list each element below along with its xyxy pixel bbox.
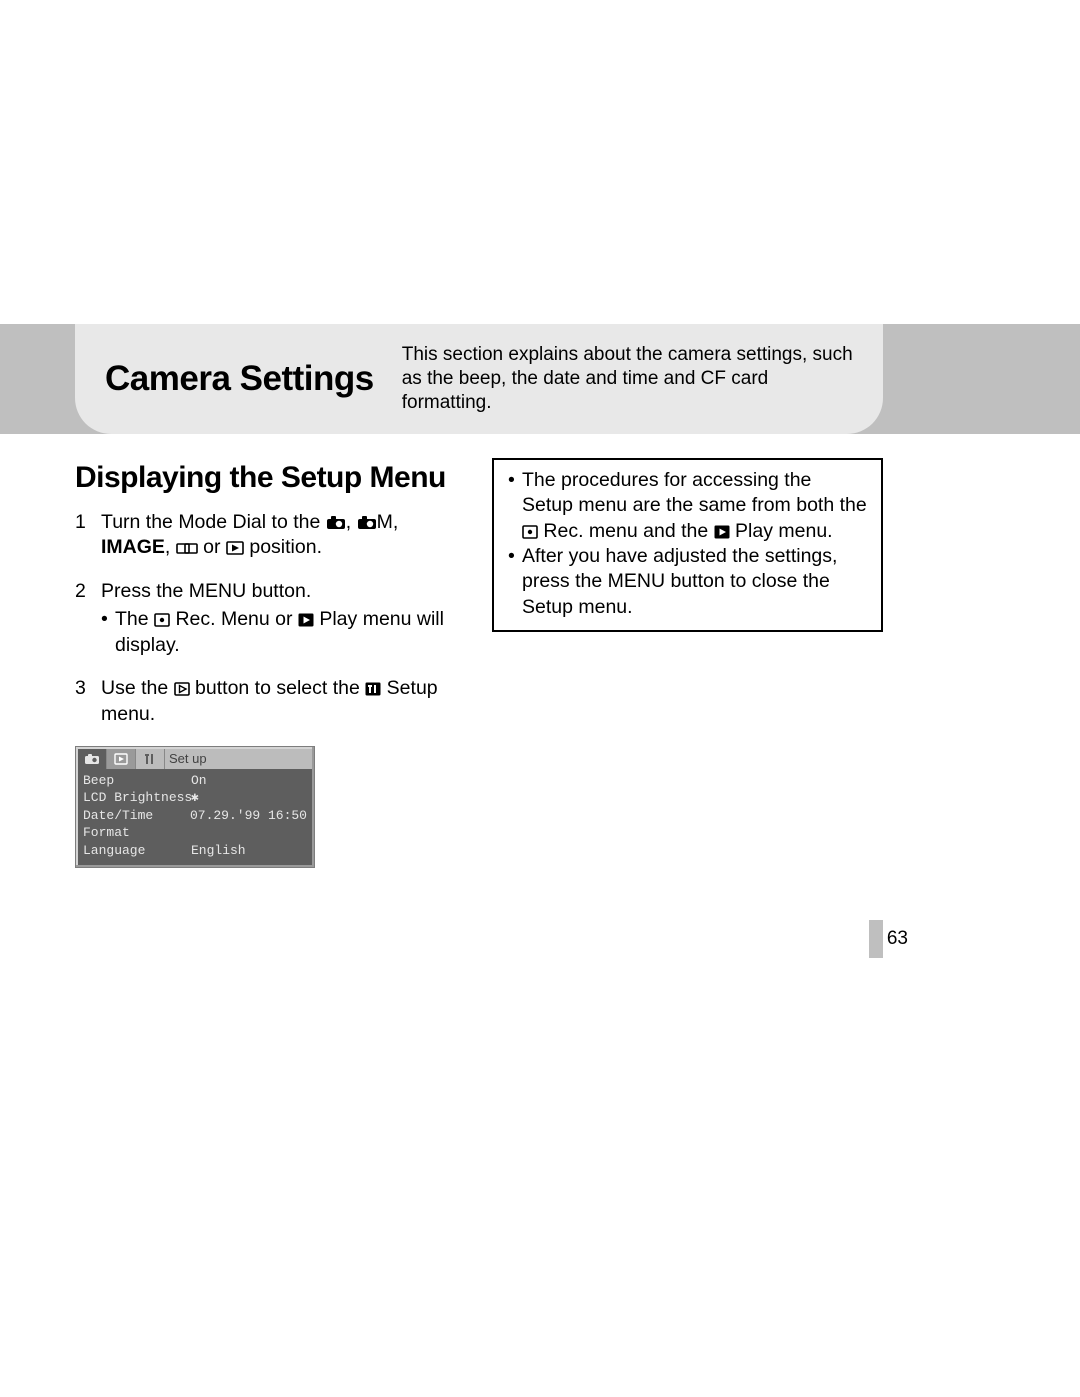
step-3-a: Use the	[101, 677, 174, 699]
lcd-row-language: LanguageEnglish	[83, 842, 307, 860]
lcd-tab-title: Set up	[165, 749, 312, 769]
step-1-sep4: or	[198, 536, 226, 558]
info-1b: Rec. menu and the	[543, 520, 713, 542]
left-column: Displaying the Setup Menu Turn the Mode …	[75, 458, 466, 868]
step-2-bullet: The Rec. Menu or Play menu will display.	[101, 607, 466, 658]
section-description: This section explains about the camera s…	[402, 343, 853, 416]
camera-m-icon	[357, 516, 377, 530]
step-1-m: M	[377, 511, 393, 533]
play-icon	[226, 541, 244, 555]
steps-list: Turn the Mode Dial to the , M, IMAGE, or…	[75, 510, 466, 728]
step-1-text-a: Turn the Mode Dial to the	[101, 511, 326, 533]
step-1-image-label: IMAGE	[101, 536, 165, 558]
lcd-row-datetime: Date/Time07.29.'99 16:50	[83, 807, 307, 825]
step-2b-b: Rec. Menu or	[175, 608, 297, 630]
info-bullet-1: The procedures for accessing the Setup m…	[508, 468, 867, 544]
step-1: Turn the Mode Dial to the , M, IMAGE, or…	[75, 510, 466, 561]
info-1a: The procedures for accessing the Setup m…	[522, 469, 867, 516]
setup-tools-icon	[365, 682, 381, 696]
page-number: 63	[887, 928, 908, 950]
section-title: Camera Settings	[105, 359, 374, 399]
lcd-tab-bar: Set up	[78, 749, 312, 769]
camera-icon	[326, 516, 346, 530]
info-box: The procedures for accessing the Setup m…	[492, 458, 883, 632]
lcd-body: BeepOn LCD Brightness✱ Date/Time07.29.'9…	[78, 769, 312, 866]
rec-dot-icon	[522, 525, 538, 539]
lcd-tab-rec-icon	[78, 749, 107, 769]
lcd-tab-setup-icon	[136, 749, 165, 769]
lcd-tab-play-icon	[107, 749, 136, 769]
play-filled-icon	[714, 525, 730, 539]
info-1c: Play menu.	[735, 520, 833, 542]
info-bullet-2: After you have adjusted the settings, pr…	[508, 544, 867, 620]
section-header-panel: Camera Settings This section explains ab…	[75, 324, 883, 434]
step-3-b: button to select the	[195, 677, 365, 699]
right-column: The procedures for accessing the Setup m…	[492, 458, 883, 868]
play-filled-icon	[298, 613, 314, 627]
step-1-end: position.	[244, 536, 322, 558]
step-1-sep2: ,	[393, 511, 398, 533]
lcd-row-brightness: LCD Brightness✱	[83, 789, 307, 807]
step-2-text: Press the MENU button.	[101, 580, 311, 602]
subheading: Displaying the Setup Menu	[75, 458, 466, 498]
step-2: Press the MENU button. The Rec. Menu or …	[75, 579, 466, 658]
step-1-sep1: ,	[346, 511, 357, 533]
step-2b-a: The	[115, 608, 154, 630]
lcd-row-format: Format	[83, 824, 307, 842]
step-3: Use the button to select the Setup menu.	[75, 676, 466, 727]
stitch-icon	[176, 541, 198, 555]
lcd-row-beep: BeepOn	[83, 772, 307, 790]
rec-dot-icon	[154, 613, 170, 627]
step-1-sep3: ,	[165, 536, 176, 558]
margin-tab	[869, 920, 883, 958]
page-body: Displaying the Setup Menu Turn the Mode …	[75, 458, 883, 868]
lcd-setup-menu: Set up BeepOn LCD Brightness✱ Date/Time0…	[75, 746, 315, 869]
right-button-icon	[174, 682, 190, 696]
